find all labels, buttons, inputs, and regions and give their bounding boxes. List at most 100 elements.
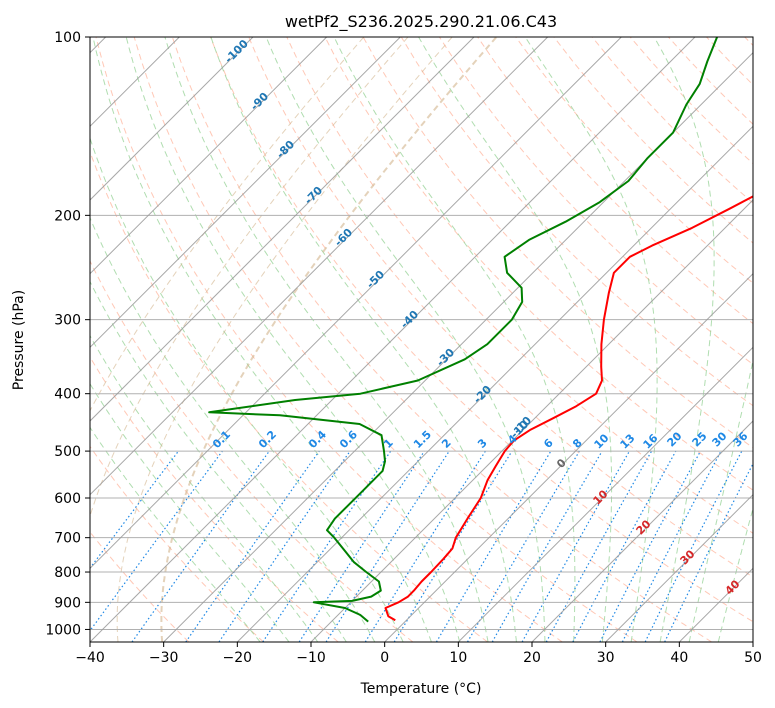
moist-adiabat-line: [90, 136, 404, 642]
x-tick-label: −20: [223, 650, 253, 666]
dry-adiabat-label: 20: [634, 517, 654, 537]
x-tick-label: 50: [744, 650, 762, 666]
dry-adiabat-line: [90, 150, 488, 642]
mixing-ratio-line: [393, 450, 513, 642]
moist-adiabat-line: [265, 37, 546, 642]
dry-adiabat-line: [171, 37, 712, 642]
chart-title: wetPf2_S236.2025.290.21.06.C43: [285, 12, 557, 32]
mixing-ratio-label: 6: [541, 436, 556, 451]
isotherm-line: [678, 567, 753, 642]
mixing-ratio-label: 0.2: [256, 428, 279, 451]
dry-adiabat-line: [286, 37, 753, 534]
theta-e-line: [116, 37, 453, 642]
isotherm-lines: [90, 37, 753, 642]
dry-adiabat-label: 30: [678, 547, 698, 567]
dry-adiabat-line: [248, 37, 753, 578]
dry-adiabat-line: [324, 37, 753, 491]
x-tick-label: 0: [380, 650, 389, 666]
mixing-ratio-line: [325, 450, 450, 642]
y-tick-label: 800: [54, 565, 81, 581]
isotherm-line: [531, 420, 753, 642]
isotherm-line: [310, 199, 753, 642]
moist-adiabat-line: [333, 37, 576, 642]
theta-e-line: [160, 37, 498, 642]
dry-adiabat-line: [477, 37, 753, 325]
sounding-series: [208, 37, 753, 623]
isotherm-line: [90, 37, 696, 642]
isotherm-line: [90, 37, 254, 201]
mixing-ratio-line: [90, 450, 179, 570]
moist-adiabat-line: [90, 280, 347, 642]
y-tick-label: 1000: [45, 622, 81, 638]
moist-adiabat-line: [653, 37, 715, 642]
reference-line-labels: -100-90-80-70-60-50-40-30-20-100.1 0.2 0.4…: [210, 37, 751, 598]
mixing-ratio-line: [364, 450, 486, 642]
dry-adiabat-line: [95, 37, 563, 642]
moist-adiabat-label: -90: [248, 90, 271, 113]
isotherm-line: [236, 125, 753, 642]
isotherm-line: [384, 272, 753, 642]
moist-adiabat-line: [90, 334, 319, 642]
mixing-ratio-label: 13: [618, 432, 638, 452]
isotherm-line: [605, 493, 753, 642]
mixing-ratio-line: [131, 450, 270, 642]
moist-adiabat-label: -40: [398, 308, 421, 331]
dewpoint-line: [208, 37, 719, 623]
isotherm-line: [752, 641, 753, 642]
mixing-ratio-label: 2: [439, 436, 454, 451]
dry-adiabat-label: 10: [591, 487, 611, 507]
mixing-ratio-line: [218, 450, 351, 642]
dry-adiabat-line: [90, 531, 190, 642]
dry-adiabat-line: [706, 37, 753, 86]
mixing-ratio-line: [572, 450, 677, 642]
mixing-ratio-label: 8: [570, 436, 585, 451]
mixing-ratio-label: 0.6: [337, 428, 360, 451]
mixing-ratio-line: [599, 450, 702, 642]
mixing-ratio-line: [521, 450, 631, 642]
isotherm-line: [90, 37, 401, 349]
y-tick-label: 900: [54, 595, 81, 611]
theta-e-line: [90, 37, 365, 412]
y-axis-ticks: 100 200 300 400 500 600 700 800 900 1000: [45, 30, 90, 638]
moist-adiabat-line: [92, 37, 432, 642]
moist-adiabat-label: -70: [302, 184, 325, 207]
y-tick-label: 700: [54, 531, 81, 547]
moist-adiabat-label: -50: [364, 268, 387, 291]
mixing-ratio-line: [262, 450, 392, 642]
y-tick-label: 100: [54, 30, 81, 46]
moist-adiabat-line: [210, 37, 517, 642]
pressure-gridlines: [90, 37, 753, 630]
dry-adiabat-line: [744, 37, 753, 47]
moist-adiabat-label: -30: [434, 346, 457, 369]
mixing-ratio-line: [545, 450, 653, 642]
y-tick-label: 400: [54, 387, 81, 403]
moist-adiabat-line: [524, 37, 658, 642]
x-tick-label: 30: [597, 650, 615, 666]
x-tick-label: −10: [296, 650, 326, 666]
plot-frame: [89, 36, 754, 643]
moist-adiabat-line: [688, 358, 753, 642]
dry-adiabat-line: [133, 37, 638, 642]
moist-adiabat-label: -20: [471, 383, 494, 406]
mixing-ratio-label: 0.4: [306, 428, 329, 451]
moist-adiabat-label: -60: [332, 226, 355, 249]
moist-adiabat-label: -100: [222, 37, 251, 66]
dry-adiabat-line: [210, 37, 753, 623]
moist-adiabat-line: [90, 426, 261, 642]
dry-adiabat-line: [90, 445, 264, 642]
x-tick-label: −40: [75, 650, 105, 666]
x-tick-label: 20: [523, 650, 541, 666]
moist-adiabat-line: [90, 382, 290, 642]
moist-adiabat-label: -80: [274, 138, 297, 161]
background-lines: [90, 37, 753, 642]
moist-adiabat-line: [90, 216, 376, 642]
dry-adiabat-line: [515, 37, 753, 284]
mixing-ratio-label: 1.5: [411, 428, 434, 451]
mixing-ratio-line: [664, 462, 753, 642]
mixing-ratio-line: [90, 450, 223, 632]
theta-e-line: [90, 37, 409, 518]
mixing-ratio-label: 25: [690, 430, 710, 450]
x-axis-ticks: −40 −30 −20 −10 0 10 20 30 40 50: [75, 642, 762, 666]
mixing-ratio-label: 30: [710, 429, 730, 449]
